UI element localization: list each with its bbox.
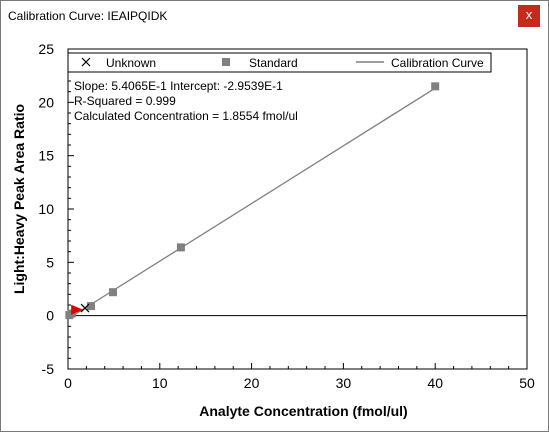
standard-point: [108, 288, 117, 297]
standard-point: [86, 302, 95, 311]
y-axis-title: Light:Heavy Peak Area Ratio: [11, 104, 27, 294]
calibration-chart: -5 0 5 10 15 20 25 0 10 20 30 40 50 Analyte Concentra…: [11, 41, 535, 419]
r-squared-text: R-Squared = 0.999: [74, 94, 176, 108]
legend-unknown-icon: [81, 57, 91, 67]
unknown-point: [80, 303, 90, 313]
chart-area: -5 0 5 10 15 20 25 0 10 20 30 40 50 Analyte Concentra…: [1, 32, 548, 431]
x-tick-label: 0: [64, 375, 72, 391]
x-tick-label: 20: [244, 375, 260, 391]
y-tick-label: -5: [42, 361, 55, 377]
y-tick-label: 5: [46, 254, 54, 270]
title-bar[interactable]: Calibration Curve: IEAIPQIDK x: [1, 1, 548, 31]
legend-standard-label: Standard: [249, 56, 298, 70]
legend-unknown-label: Unknown: [106, 56, 156, 70]
legend-standard-icon: [222, 58, 230, 66]
window-title: Calibration Curve: IEAIPQIDK: [8, 9, 168, 23]
close-icon: x: [525, 7, 533, 22]
y-tick-label: 10: [38, 201, 54, 217]
y-tick-label: 20: [38, 94, 54, 110]
legend-curve-label: Calibration Curve: [391, 56, 484, 70]
legend-box: [67, 52, 492, 73]
x-tick-label: 40: [427, 375, 443, 391]
x-tick-label: 10: [152, 375, 168, 391]
calibration-curve-line: [68, 87, 436, 319]
standard-point: [431, 82, 440, 91]
x-axis-title: Analyte Concentration (fmol/ul): [199, 403, 407, 419]
slope-intercept-text: Slope: 5.4065E-1 Intercept: -2.9539E-1: [74, 79, 283, 93]
x-tick-label: 30: [336, 375, 352, 391]
selected-point-marker: [71, 304, 84, 315]
calculated-concentration-text: Calculated Concentration = 1.8554 fmol/u…: [74, 109, 298, 123]
x-tick-label: 50: [519, 375, 535, 391]
close-button[interactable]: x: [518, 5, 540, 27]
y-tick-label: 0: [46, 308, 54, 324]
y-tick-label: 25: [38, 41, 54, 57]
y-tick-label: 15: [38, 148, 54, 164]
standard-point: [176, 243, 185, 252]
